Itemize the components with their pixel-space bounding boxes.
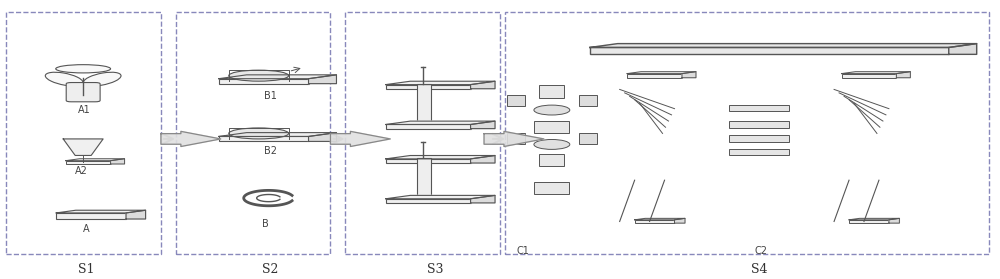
Polygon shape xyxy=(386,195,495,199)
Bar xyxy=(635,220,675,223)
Bar xyxy=(505,12,989,254)
Text: A1: A1 xyxy=(78,105,91,115)
Text: S3: S3 xyxy=(427,263,443,276)
Bar xyxy=(842,74,896,78)
Polygon shape xyxy=(309,133,336,141)
Bar xyxy=(219,136,309,141)
Text: S2: S2 xyxy=(262,263,279,276)
Bar xyxy=(539,85,564,98)
Polygon shape xyxy=(675,218,685,223)
Bar xyxy=(507,133,525,145)
Bar xyxy=(56,213,126,219)
Text: C1: C1 xyxy=(517,246,530,256)
Ellipse shape xyxy=(45,72,83,86)
Bar xyxy=(386,124,471,129)
Bar xyxy=(539,154,564,167)
Bar xyxy=(627,74,682,78)
Ellipse shape xyxy=(83,72,121,86)
Bar xyxy=(417,158,431,197)
Polygon shape xyxy=(842,72,910,74)
Bar xyxy=(219,79,309,84)
Polygon shape xyxy=(471,121,495,129)
Polygon shape xyxy=(471,155,495,163)
Polygon shape xyxy=(682,72,696,78)
Polygon shape xyxy=(849,218,899,220)
Polygon shape xyxy=(126,210,146,219)
Bar xyxy=(386,85,471,89)
Polygon shape xyxy=(386,81,495,85)
Bar xyxy=(507,95,525,106)
Text: A2: A2 xyxy=(75,166,88,176)
Bar xyxy=(534,121,569,133)
Polygon shape xyxy=(896,72,910,78)
Text: B2: B2 xyxy=(264,146,277,156)
Bar xyxy=(386,159,471,163)
Polygon shape xyxy=(66,159,125,161)
Polygon shape xyxy=(219,75,336,79)
Circle shape xyxy=(534,105,570,115)
Bar xyxy=(579,95,597,106)
Ellipse shape xyxy=(56,65,111,73)
Polygon shape xyxy=(56,210,146,213)
Circle shape xyxy=(534,140,570,149)
Bar xyxy=(729,105,789,111)
Bar xyxy=(534,182,569,194)
Text: C2: C2 xyxy=(754,246,767,256)
Bar xyxy=(729,135,789,142)
Polygon shape xyxy=(471,195,495,203)
Bar xyxy=(345,12,500,254)
Text: B: B xyxy=(262,219,268,229)
Polygon shape xyxy=(330,131,390,146)
Bar xyxy=(176,12,330,254)
Bar xyxy=(66,161,111,164)
Polygon shape xyxy=(949,44,977,54)
Polygon shape xyxy=(111,159,125,164)
Ellipse shape xyxy=(229,128,289,139)
Polygon shape xyxy=(590,44,977,47)
Polygon shape xyxy=(309,75,336,84)
Bar xyxy=(386,199,471,203)
Polygon shape xyxy=(63,139,103,155)
Ellipse shape xyxy=(229,70,289,81)
Polygon shape xyxy=(386,121,495,124)
Bar xyxy=(729,121,789,128)
Bar xyxy=(729,148,789,155)
Bar xyxy=(590,47,949,54)
Text: B1: B1 xyxy=(264,91,277,101)
Polygon shape xyxy=(484,131,544,146)
Text: A: A xyxy=(83,225,90,234)
Text: S1: S1 xyxy=(78,263,94,276)
Polygon shape xyxy=(386,155,495,159)
Polygon shape xyxy=(471,81,495,89)
Polygon shape xyxy=(889,218,899,223)
FancyBboxPatch shape xyxy=(66,83,100,102)
Bar xyxy=(417,84,431,122)
Bar xyxy=(849,220,889,223)
Polygon shape xyxy=(219,133,336,136)
Polygon shape xyxy=(161,131,221,146)
Polygon shape xyxy=(635,218,685,220)
Bar xyxy=(6,12,161,254)
Bar xyxy=(579,133,597,145)
Polygon shape xyxy=(627,72,696,74)
Text: S4: S4 xyxy=(751,263,768,276)
